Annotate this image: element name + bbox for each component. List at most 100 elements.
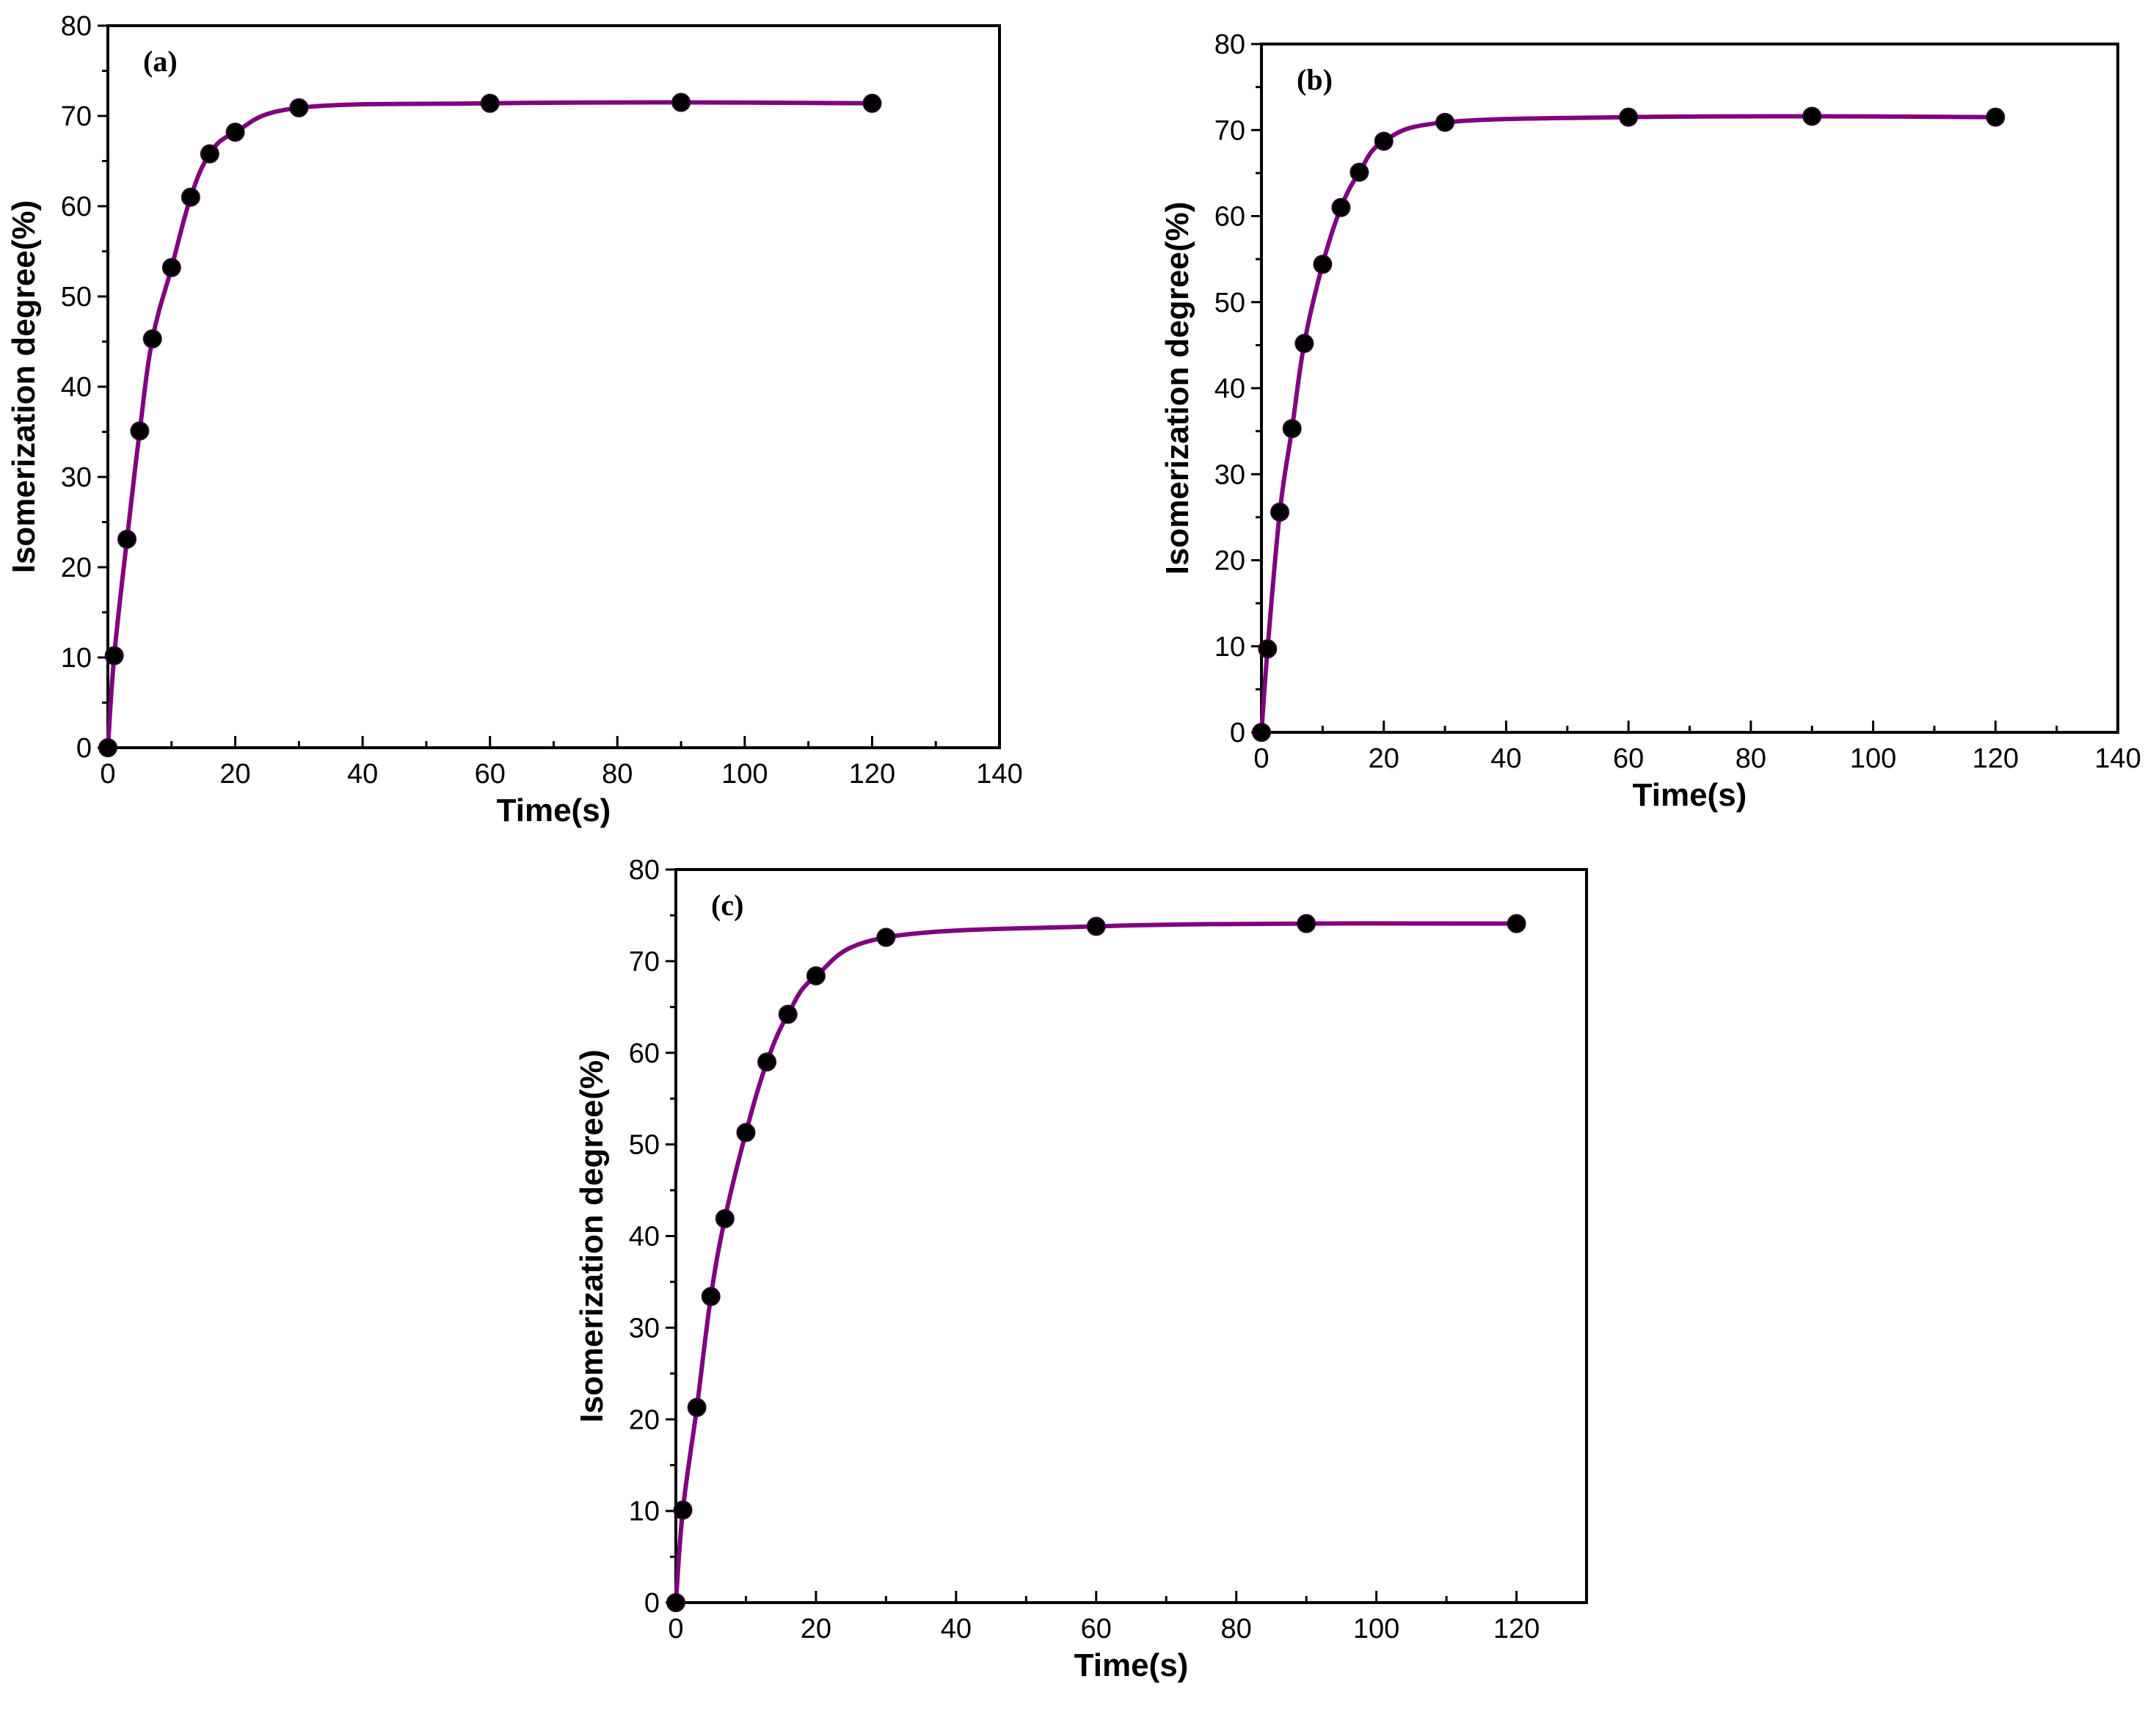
- y-tick-label: 50: [1214, 288, 1245, 318]
- x-tick-label: 0: [668, 1614, 683, 1644]
- data-point: [701, 1286, 721, 1306]
- chart-panel-b: 0 20 40 60 80 100 120 14001020304050607080Time(…: [1159, 29, 2141, 813]
- x-tick-label: 60: [1081, 1614, 1112, 1644]
- y-tick-label: 10: [629, 1496, 660, 1527]
- data-point: [161, 258, 181, 277]
- y-tick-label: 30: [1214, 459, 1245, 490]
- y-tick-label: 50: [61, 282, 92, 313]
- data-point: [480, 93, 500, 113]
- x-tick-label: 40: [941, 1614, 972, 1644]
- y-tick-label: 60: [1214, 202, 1245, 233]
- series-line: [1259, 114, 1996, 733]
- y-tick-label: 50: [629, 1130, 660, 1161]
- data-point: [1619, 107, 1639, 127]
- y-tick-label: 20: [629, 1404, 660, 1435]
- data-point: [181, 187, 200, 207]
- panel-label: (b): [1297, 63, 1333, 96]
- data-point: [1313, 255, 1333, 274]
- x-tick-label: 80: [1221, 1614, 1252, 1644]
- data-point: [1297, 914, 1316, 933]
- y-tick-label: 40: [1214, 373, 1245, 404]
- data-point: [736, 1123, 756, 1143]
- data-point: [1258, 639, 1278, 659]
- y-tick-label: 80: [629, 855, 660, 886]
- x-tick-label: 80: [602, 759, 633, 790]
- y-tick-label: 10: [1214, 632, 1245, 663]
- data-point: [98, 738, 117, 757]
- x-tick-label: 60: [1613, 743, 1644, 774]
- x-tick-label: 100: [1850, 743, 1896, 774]
- data-point: [1282, 419, 1302, 439]
- data-point: [1802, 106, 1822, 126]
- chart-panel-a: 0 20 40 60 80 100 120 14001020304050607080Time(…: [6, 11, 1023, 828]
- data-point: [1350, 162, 1369, 182]
- data-point: [1252, 723, 1271, 742]
- data-point: [666, 1593, 685, 1612]
- y-tick-label: 0: [1230, 718, 1245, 748]
- x-tick-label: 0: [1253, 743, 1269, 774]
- x-tick-label: 140: [976, 759, 1022, 790]
- y-tick-label: 20: [1214, 546, 1245, 577]
- y-tick-label: 80: [1214, 29, 1245, 60]
- data-point: [1331, 197, 1351, 217]
- y-tick-label: 60: [629, 1038, 660, 1069]
- x-tick-label: 140: [2094, 743, 2141, 774]
- chart-panel-c: 0 20 40 60 80 100 120 0 10 20 30 40 50 60 70 80 Time(s) I…: [574, 855, 1588, 1683]
- x-axis-title: Time(s): [497, 792, 611, 828]
- data-point: [1270, 502, 1290, 522]
- y-axis-title: Isomerization degree(%): [1159, 202, 1195, 575]
- data-point: [1986, 107, 2006, 127]
- data-point: [289, 98, 309, 117]
- y-tick-label: 70: [629, 947, 660, 977]
- x-tick-label: 80: [1736, 743, 1766, 774]
- data-point: [1086, 917, 1106, 936]
- y-tick-label: 80: [61, 11, 92, 42]
- data-point: [142, 329, 162, 349]
- x-tick-label: 20: [219, 759, 250, 790]
- data-point: [117, 529, 137, 549]
- y-tick-label: 0: [644, 1588, 660, 1619]
- x-tick-label: 20: [1369, 743, 1399, 774]
- data-point: [1294, 334, 1314, 354]
- data-point: [673, 1500, 693, 1520]
- x-axis-title: Time(s): [1074, 1647, 1189, 1683]
- y-tick-label: 30: [61, 462, 92, 493]
- data-point: [715, 1209, 735, 1228]
- x-tick-label: 120: [849, 759, 895, 790]
- x-tick-label: 100: [1353, 1614, 1399, 1644]
- x-tick-label: 100: [721, 759, 768, 790]
- y-tick-label: 0: [76, 733, 92, 764]
- data-point: [1374, 131, 1394, 151]
- y-tick-label: 30: [629, 1313, 660, 1344]
- data-point: [806, 966, 826, 985]
- y-axis-title: Isomerization degree(%): [6, 200, 42, 574]
- data-point: [757, 1052, 777, 1072]
- y-tick-label: 40: [61, 372, 92, 403]
- data-point: [876, 928, 896, 947]
- data-point: [225, 123, 245, 142]
- x-axis-title: Time(s): [1633, 777, 1747, 813]
- x-tick-label: 40: [347, 759, 378, 790]
- data-point: [778, 1005, 798, 1024]
- data-point: [671, 92, 691, 112]
- series-line: [106, 100, 873, 748]
- x-tick-label: 0: [100, 759, 115, 790]
- panel-label: (c): [711, 889, 743, 922]
- data-point: [130, 421, 150, 441]
- y-tick-label: 70: [1214, 115, 1245, 146]
- y-tick-label: 20: [61, 553, 92, 583]
- x-tick-label: 120: [1973, 743, 2019, 774]
- x-tick-label: 120: [1493, 1614, 1540, 1644]
- y-axis-title: Isomerization degree(%): [574, 1049, 610, 1423]
- data-point: [1507, 914, 1526, 933]
- x-tick-label: 40: [1490, 743, 1521, 774]
- y-tick-label: 10: [61, 643, 92, 674]
- panel-label: (a): [143, 45, 178, 78]
- data-point: [200, 144, 219, 164]
- data-point: [687, 1398, 707, 1418]
- data-point: [862, 93, 882, 113]
- x-tick-label: 60: [475, 759, 506, 790]
- series-line: [674, 921, 1517, 1603]
- y-tick-label: 70: [61, 101, 92, 132]
